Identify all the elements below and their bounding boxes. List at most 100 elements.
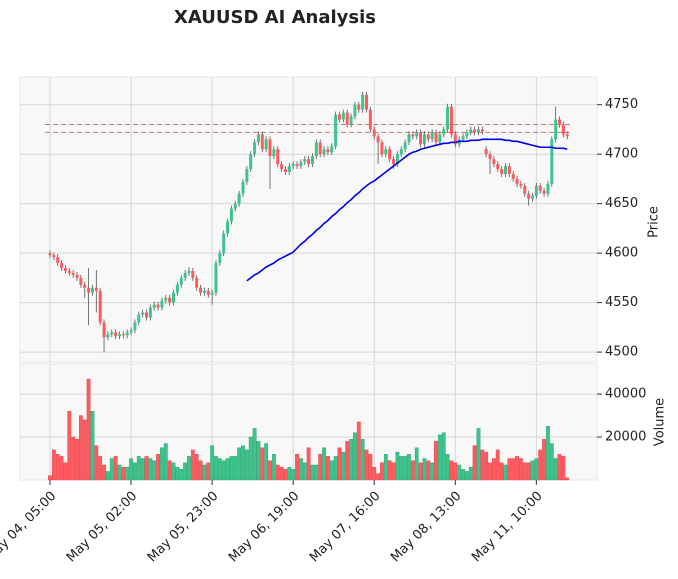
volume-bar — [94, 445, 99, 481]
candle-body — [283, 169, 287, 172]
volume-bar — [271, 454, 276, 481]
candle-body — [102, 322, 106, 338]
volume-bar — [295, 454, 299, 481]
volume-bar — [214, 456, 218, 481]
volume-bar — [129, 458, 133, 481]
candle-body — [357, 104, 361, 110]
volume-bar — [422, 458, 427, 481]
candle-body — [156, 304, 160, 308]
volume-bar — [407, 454, 411, 481]
candle-body — [415, 132, 419, 137]
volume-bar — [244, 449, 249, 481]
candle-body — [179, 277, 183, 285]
volume-bar — [546, 426, 550, 481]
candle-body — [554, 119, 558, 140]
candle-body — [106, 334, 110, 338]
volume-bar — [78, 415, 83, 481]
volume-bar — [217, 458, 222, 481]
volume-bar — [117, 464, 122, 481]
volume-bar — [526, 462, 531, 481]
y-tick-label: 4650 — [605, 196, 638, 211]
volume-bar — [333, 456, 338, 481]
volume-bar — [430, 462, 435, 481]
volume-bar — [314, 464, 319, 481]
candle-body — [480, 129, 484, 132]
volume-bar — [376, 473, 380, 481]
candle-body — [430, 132, 434, 140]
volume-bar — [187, 456, 191, 481]
candle-body — [260, 134, 264, 150]
candle-body — [245, 169, 249, 182]
volume-bar — [387, 460, 392, 481]
candle-body — [372, 129, 376, 137]
volume-bar — [302, 462, 307, 481]
volume-bar — [113, 456, 118, 481]
candle-body — [148, 307, 152, 318]
volume-bar — [283, 469, 288, 481]
candle-body — [133, 322, 137, 331]
candle-body — [534, 185, 538, 196]
volume-bar — [561, 456, 566, 481]
volume-bar — [488, 462, 492, 481]
volume-bar — [445, 454, 450, 481]
x-tick-label: May 11, 10:00 — [469, 489, 546, 566]
candle-body — [253, 142, 257, 155]
candle-body — [94, 287, 98, 291]
candle-body — [527, 193, 531, 199]
volume-bar — [133, 462, 137, 481]
volume-bar — [109, 458, 114, 481]
candle-body — [542, 190, 546, 194]
candle-body — [164, 297, 168, 301]
volume-bar — [248, 436, 253, 481]
candle-body — [226, 221, 230, 234]
candle-body — [326, 149, 330, 153]
volume-bar — [279, 466, 284, 481]
volume-bar — [198, 460, 203, 481]
candle-body — [160, 300, 164, 308]
candle-body — [395, 154, 399, 165]
volume-bar — [152, 460, 157, 481]
volume-bar — [105, 471, 110, 481]
candle-body — [79, 277, 83, 285]
candle-body — [519, 183, 523, 186]
candle-body — [145, 312, 148, 318]
volume-bar — [63, 462, 68, 481]
candle-body — [438, 134, 442, 143]
candle-body — [546, 183, 550, 194]
candle-body — [291, 164, 295, 167]
volume-bar — [144, 456, 149, 481]
volume-bar — [395, 451, 400, 481]
volume-bar — [322, 447, 326, 481]
volume-bar — [67, 411, 72, 481]
candle-body — [256, 134, 260, 143]
volume-bar — [156, 454, 160, 481]
volume-bar — [484, 451, 489, 481]
candle-body — [276, 149, 280, 165]
candle-body — [199, 287, 203, 293]
x-tick-label: May 07, 16:00 — [307, 489, 384, 566]
volume-bar — [310, 464, 315, 481]
candle-body — [71, 272, 75, 275]
volume-bar — [268, 460, 272, 481]
volume-bar — [410, 460, 415, 481]
candle-body — [330, 146, 334, 153]
candle-body — [214, 263, 218, 293]
volume-bar — [507, 458, 512, 481]
candle-body — [299, 162, 303, 167]
candle-body — [187, 270, 191, 273]
volume-bar — [341, 451, 346, 481]
candle-body — [565, 134, 569, 137]
volume-bar — [534, 458, 539, 481]
volume-bar — [441, 432, 446, 481]
volume-bar — [51, 449, 56, 481]
candle-body — [349, 116, 353, 125]
x-tick-label: May 08, 13:00 — [388, 489, 465, 566]
candle-body — [507, 166, 511, 174]
candle-body — [411, 134, 415, 137]
volume-axis-label: Volume — [653, 398, 668, 446]
volume-bar — [418, 462, 423, 481]
volume-bar — [519, 458, 523, 481]
x-tick-label: May 06, 19:00 — [226, 489, 303, 566]
volume-bar — [194, 454, 199, 481]
